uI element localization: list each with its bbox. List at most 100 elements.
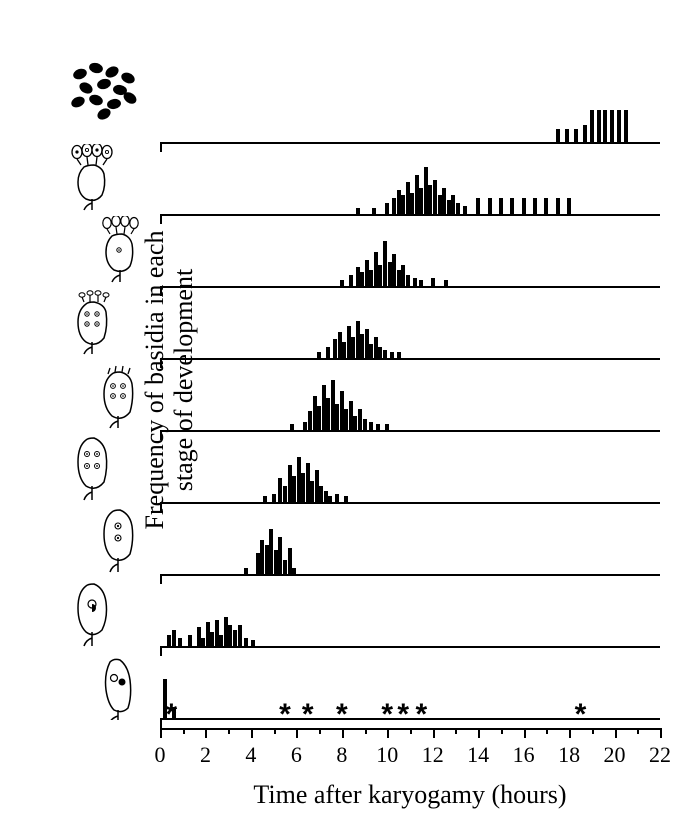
histogram-bar [351, 337, 355, 360]
histogram-bar [369, 270, 373, 288]
histogram-bar [265, 545, 269, 576]
histogram-row [160, 360, 660, 432]
histogram-bar [590, 110, 594, 144]
histogram-bar [315, 470, 319, 504]
histogram-bar [219, 635, 223, 648]
x-axis-tick-label: 20 [604, 742, 626, 768]
histogram-bar [319, 486, 323, 504]
histogram-bar [544, 198, 548, 216]
row-baseline-tick [160, 576, 162, 584]
row-baseline-tick [160, 144, 162, 152]
histogram-bar [228, 625, 232, 648]
histogram-bar [463, 206, 467, 216]
histogram-bar [397, 352, 401, 360]
histogram-bar [378, 347, 382, 360]
histogram-bar [206, 622, 210, 648]
histogram-bar [326, 398, 330, 432]
histogram-row [160, 144, 660, 216]
x-axis-minor-tick [274, 728, 276, 734]
stage-icons-column [0, 40, 160, 720]
histogram-bar [322, 385, 326, 432]
x-axis-tick [205, 728, 207, 738]
x-axis-minor-tick [365, 728, 367, 734]
x-axis-minor-tick [637, 728, 639, 734]
histogram-bar [369, 422, 373, 432]
histogram-bar [433, 180, 437, 216]
histogram-bar [365, 260, 369, 289]
asterisk-marker: * [575, 700, 587, 730]
row-baseline [160, 358, 660, 360]
histogram-bar [333, 339, 337, 360]
histogram-bar [256, 553, 260, 576]
histogram-row [160, 288, 660, 360]
histogram-bar [499, 198, 503, 216]
histogram-bar [406, 182, 410, 216]
histogram-bar [269, 529, 273, 576]
histogram-bar [583, 125, 587, 144]
histogram-bar [419, 280, 423, 288]
histogram-bar [201, 638, 205, 648]
x-axis-tick-label: 18 [558, 742, 580, 768]
histogram-bar [283, 560, 287, 576]
x-axis-minor-tick [455, 728, 457, 734]
histogram-bar [340, 391, 344, 432]
x-axis-tick [296, 728, 298, 738]
histogram-bar [410, 193, 414, 216]
histogram-bar [574, 129, 578, 144]
histogram-bar [283, 486, 287, 504]
histogram-bar [388, 262, 392, 288]
row-baseline [160, 502, 660, 504]
histogram-bar [510, 198, 514, 216]
histogram-bar [365, 329, 369, 360]
histogram-bar [292, 476, 296, 505]
icon-released-spores-cluster [0, 40, 160, 144]
histogram-bar [317, 352, 321, 360]
histogram-bar [624, 110, 628, 144]
histogram-bar [301, 473, 305, 504]
icon-meiosis-ii-four-nuclei [0, 432, 160, 504]
histogram-bar [397, 190, 401, 216]
row-baseline-tick [160, 648, 162, 656]
histogram-bar [335, 404, 339, 433]
histogram-bar [356, 208, 360, 216]
x-axis-tick-label: 12 [422, 742, 444, 768]
row-baseline-tick [160, 216, 162, 224]
icon-meiosis-i [0, 504, 160, 576]
histogram-bar [533, 198, 537, 216]
histogram-bar [378, 265, 382, 288]
histogram-bar [338, 332, 342, 361]
histogram-bar [263, 496, 267, 504]
histogram-bar [328, 496, 332, 504]
histogram-bar [167, 635, 171, 648]
histogram-bar [447, 200, 451, 216]
histogram-bar [565, 129, 569, 144]
x-axis-minor-tick [546, 728, 548, 734]
histogram-bar [385, 203, 389, 216]
asterisk-marker: * [416, 700, 428, 730]
histogram-bar [313, 396, 317, 432]
asterisk-marker: * [302, 700, 314, 730]
asterisk-marker: * [279, 700, 291, 730]
histogram-bar [347, 326, 351, 360]
histogram-bar [349, 401, 353, 432]
histogram-bar [360, 334, 364, 360]
histogram-bar [342, 342, 346, 360]
histogram-bar [317, 406, 321, 432]
histogram-bar [349, 275, 353, 288]
histogram-bar [456, 203, 460, 216]
histogram-row [160, 504, 660, 576]
histogram-bar [288, 548, 292, 577]
x-axis-tick-label: 8 [336, 742, 347, 768]
histogram-bar [522, 198, 526, 216]
asterisk-marker: * [397, 700, 409, 730]
row-baseline [160, 430, 660, 432]
x-axis-tick-label: 14 [467, 742, 489, 768]
histogram-bar [374, 337, 378, 360]
histogram-bar [363, 419, 367, 432]
histogram-bar [390, 352, 394, 360]
x-axis-tick-label: 4 [245, 742, 256, 768]
asterisk-marker: * [381, 700, 393, 730]
histogram-bar [238, 625, 242, 648]
x-axis-tick-label: 16 [513, 742, 535, 768]
histogram-bar [278, 478, 282, 504]
